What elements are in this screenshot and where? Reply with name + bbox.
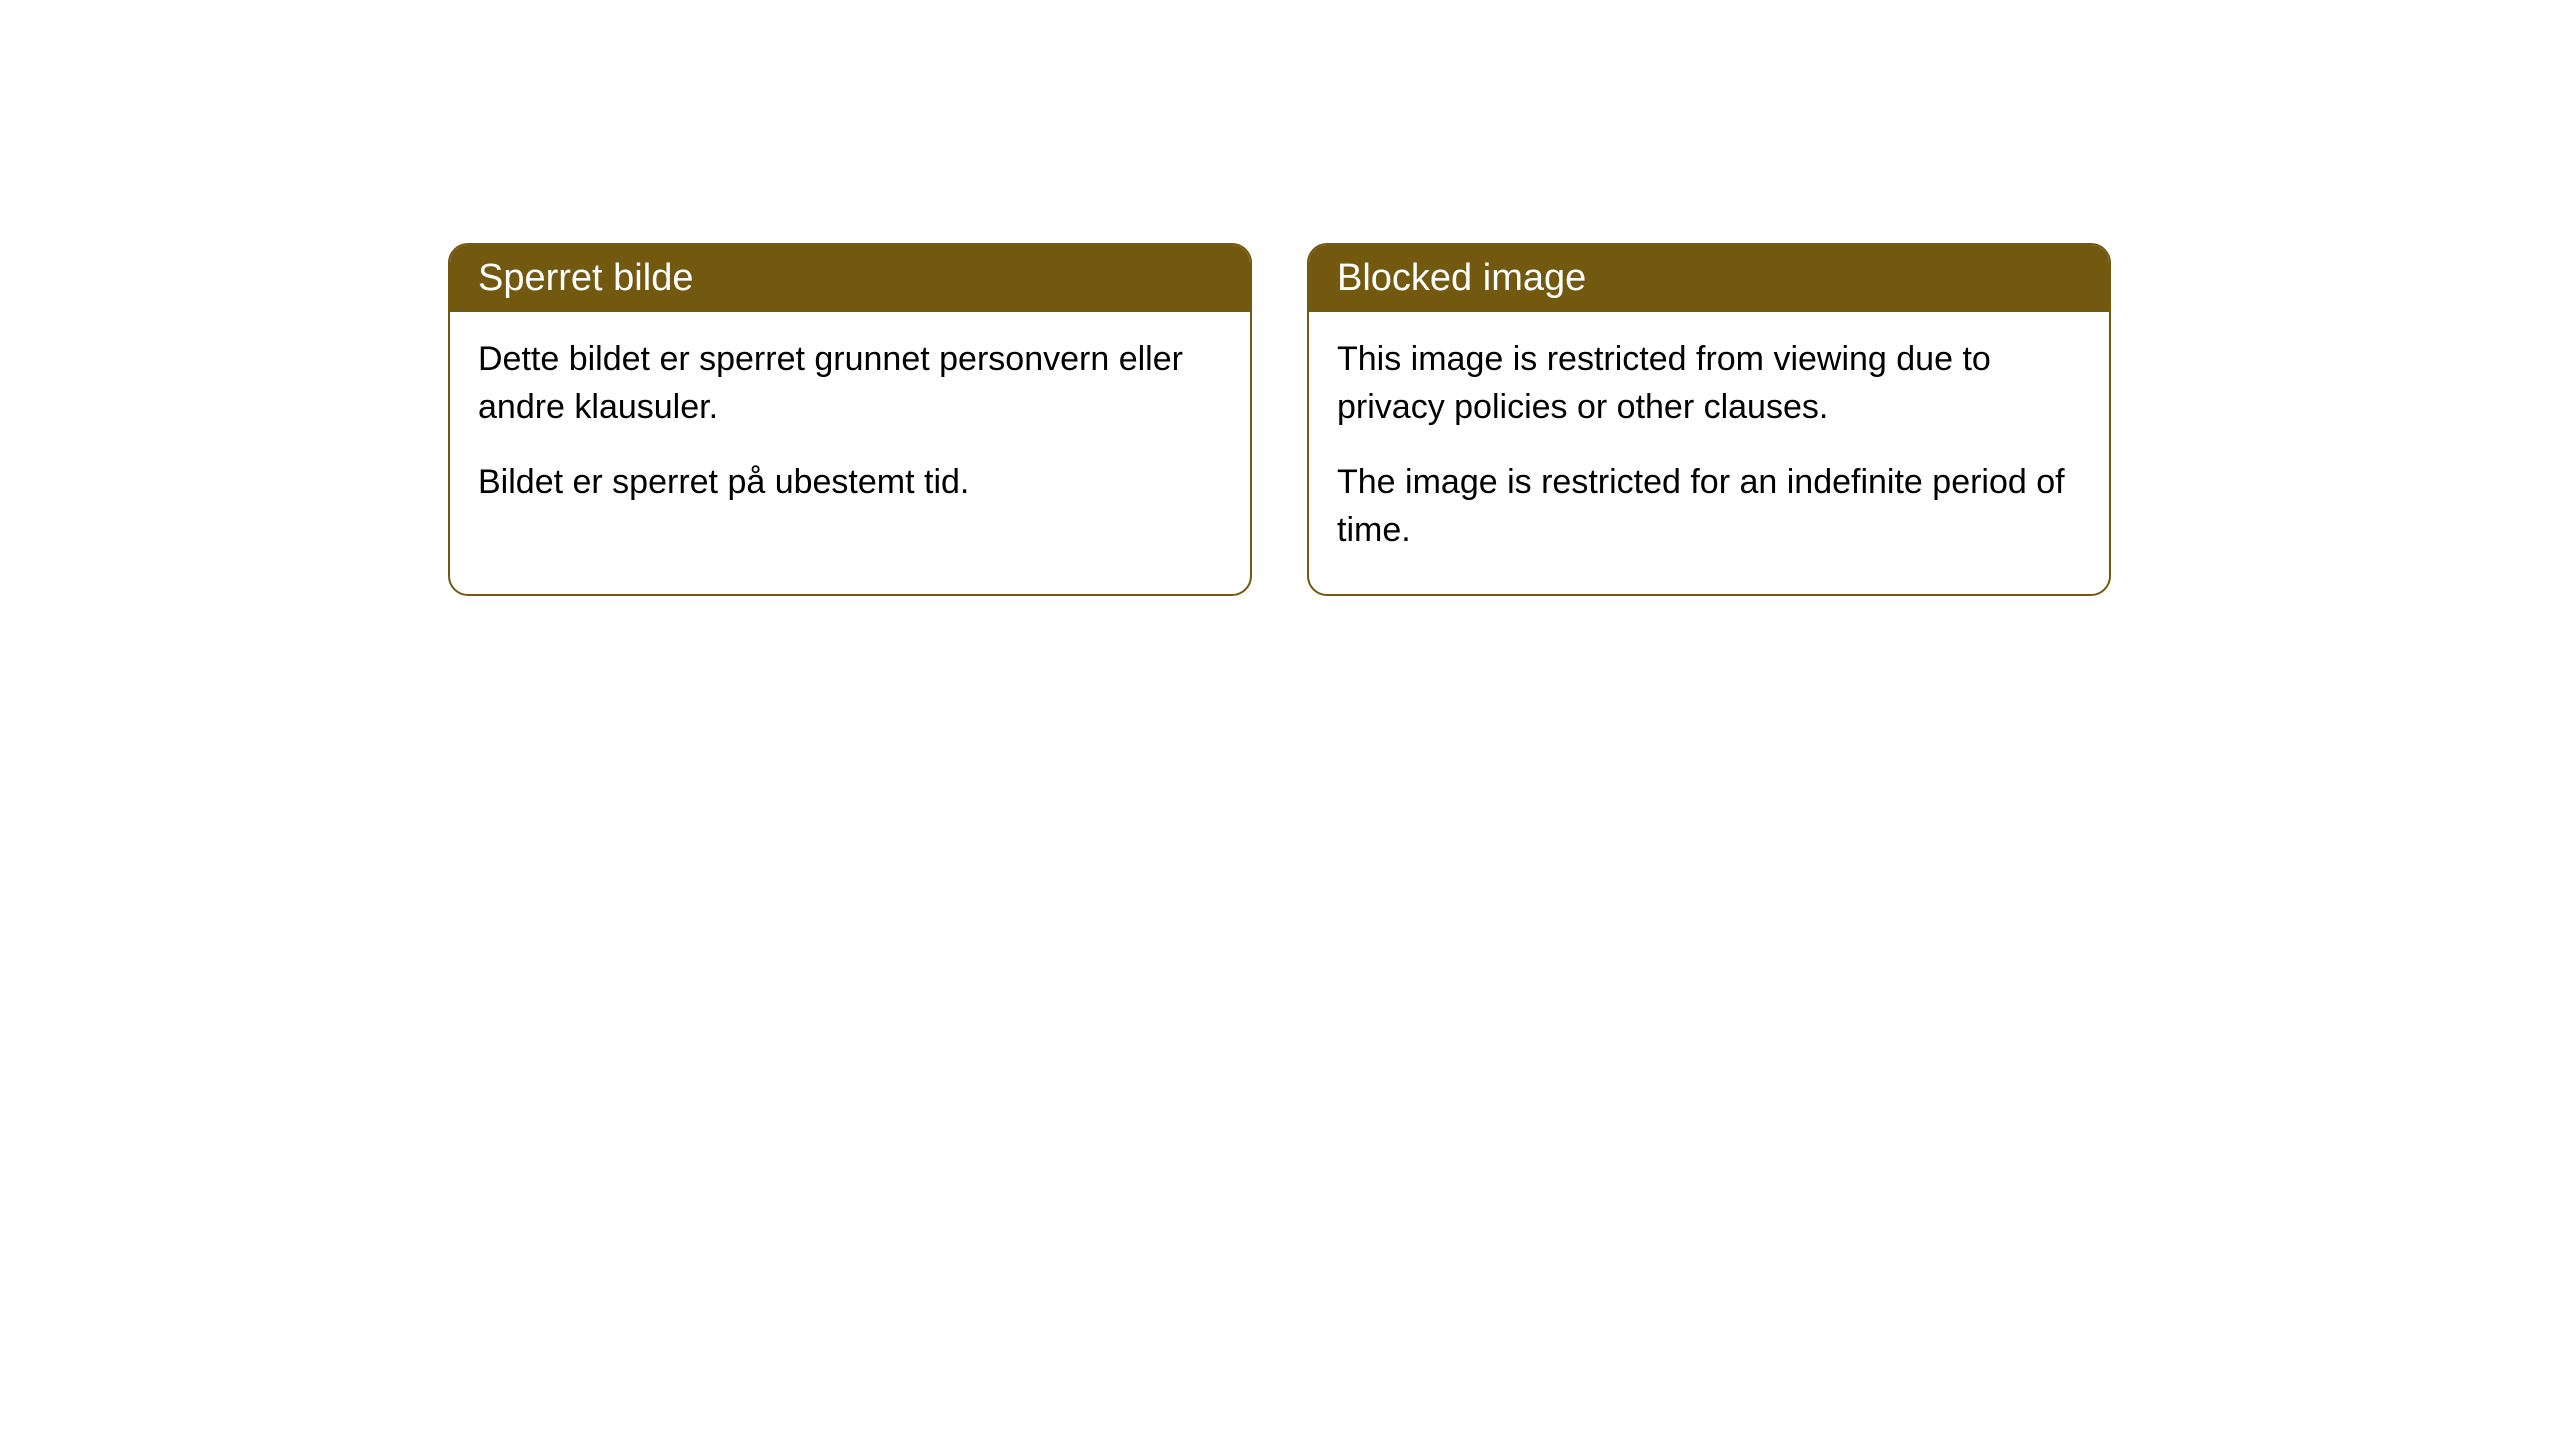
card-text-english-2: The image is restricted for an indefinit… <box>1337 459 2081 554</box>
card-text-norwegian-1: Dette bildet er sperret grunnet personve… <box>478 336 1222 431</box>
card-body-norwegian: Dette bildet er sperret grunnet personve… <box>450 312 1250 547</box>
notice-card-english: Blocked image This image is restricted f… <box>1307 243 2111 596</box>
notice-cards-container: Sperret bilde Dette bildet er sperret gr… <box>448 243 2111 596</box>
card-body-english: This image is restricted from viewing du… <box>1309 312 2109 594</box>
card-header-english: Blocked image <box>1309 245 2109 312</box>
notice-card-norwegian: Sperret bilde Dette bildet er sperret gr… <box>448 243 1252 596</box>
card-text-norwegian-2: Bildet er sperret på ubestemt tid. <box>478 459 1222 507</box>
card-text-english-1: This image is restricted from viewing du… <box>1337 336 2081 431</box>
card-header-norwegian: Sperret bilde <box>450 245 1250 312</box>
